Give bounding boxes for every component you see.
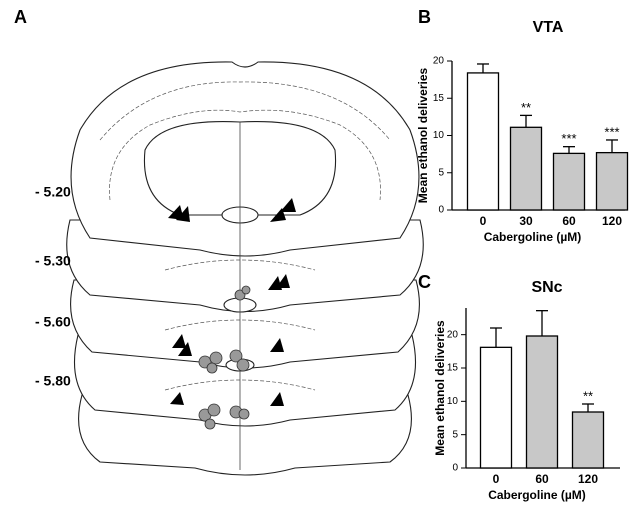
x-tick-label: 60 (562, 214, 576, 228)
y-tick-label: 20 (433, 56, 445, 67)
significance-label: *** (561, 131, 576, 146)
y-tick-label: 15 (447, 363, 459, 374)
y-tick-label: 0 (438, 205, 444, 216)
significance-label: ** (583, 388, 593, 403)
bar (509, 126, 543, 211)
significance-label: *** (604, 124, 619, 139)
panel-label: A (14, 7, 27, 27)
y-axis-label: Mean ethanol deliveries (416, 67, 430, 203)
bar (466, 72, 500, 211)
bar (479, 346, 513, 469)
x-axis-label: Cabergoline (µM) (484, 230, 582, 244)
bar (595, 151, 629, 211)
x-tick-label: 120 (578, 472, 598, 486)
chart-title: SNc (531, 279, 562, 296)
x-tick-label: 0 (493, 472, 500, 486)
y-tick-label: 0 (452, 463, 458, 474)
y-tick-label: 10 (447, 396, 459, 407)
y-tick-label: 5 (438, 167, 444, 178)
level-label: - 5.30 (35, 253, 71, 269)
y-tick-label: 10 (433, 130, 445, 141)
bar (525, 335, 559, 469)
x-tick-label: 0 (480, 214, 487, 228)
chart-title: VTA (533, 19, 564, 36)
brain-sections (66, 61, 424, 476)
level-label: - 5.80 (35, 373, 71, 389)
x-tick-label: 120 (602, 214, 622, 228)
y-tick-label: 20 (447, 329, 459, 340)
panel-label: C (418, 272, 431, 292)
x-tick-label: 30 (519, 214, 533, 228)
significance-label: ** (521, 100, 531, 115)
x-axis-label: Cabergoline (µM) (488, 488, 586, 502)
y-axis-label: Mean ethanol deliveries (433, 320, 447, 456)
y-tick-label: 15 (433, 93, 445, 104)
bar (571, 411, 605, 469)
level-label: - 5.20 (35, 184, 71, 200)
y-tick-label: 5 (452, 429, 458, 440)
panel-label: B (418, 7, 431, 27)
level-label: - 5.60 (35, 314, 71, 330)
bar (552, 152, 586, 211)
x-tick-label: 60 (535, 472, 549, 486)
